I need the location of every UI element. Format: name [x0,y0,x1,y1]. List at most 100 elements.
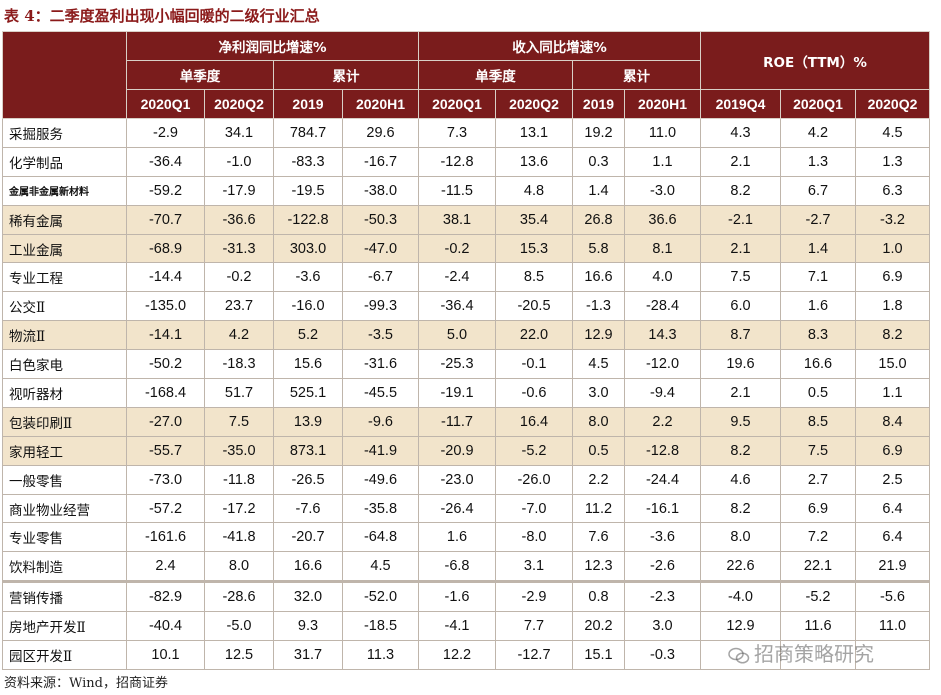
column-header: 2020Q2 [204,89,274,119]
industry-name: 白色家电 [2,349,127,380]
value-cell: -11.5 [418,175,496,206]
value-cell: -36.4 [418,291,496,322]
value-cell: 2.7 [780,464,856,495]
industry-name: 视听器材 [2,378,127,408]
value-cell: 7.5 [204,406,274,437]
value-cell: 525.1 [273,378,343,408]
table-row: 物流Ⅱ -14.1 4.2 5.2 -3.5 5.0 22.0 12.9 14.3 8.7 8.3 8… [2,320,930,351]
value-cell: 9.3 [273,611,343,642]
value-cell: -59.2 [126,175,205,206]
value-cell: -31.6 [342,349,419,380]
value-cell: 7.5 [700,262,781,293]
value-cell: 873.1 [273,435,343,466]
value-cell: 12.2 [418,640,496,670]
watermark-text: 招商策略研究 [754,642,874,666]
value-cell: 13.6 [495,146,573,177]
header-profit-single-quarter: 单季度 [126,60,274,90]
value-cell: -14.1 [126,320,205,351]
industry-name: 化学制品 [2,146,127,177]
industry-name: 商业物业经营 [2,493,127,524]
value-cell: 23.7 [204,291,274,322]
value-cell: -70.7 [126,204,205,235]
value-cell: -25.3 [418,349,496,380]
value-cell: -31.3 [204,233,274,264]
table-row: 视听器材 -168.4 51.7 525.1 -45.5 -19.1 -0.6 3.0 -9.4… [2,378,930,408]
value-cell: -2.1 [700,204,781,235]
value-cell: 4.6 [700,464,781,495]
value-cell: -20.5 [495,291,573,322]
value-cell: -50.3 [342,204,419,235]
value-cell: -17.2 [204,493,274,524]
header-roe: ROE（TTM）% [700,31,930,90]
value-cell: 4.2 [780,118,856,148]
industry-name: 包装印刷Ⅱ [2,406,127,437]
value-cell: -57.2 [126,493,205,524]
value-cell: 8.0 [572,406,625,437]
value-cell: 29.6 [342,118,419,148]
header-profit-growth: 净利润同比增速% [126,31,419,61]
value-cell: 5.2 [273,320,343,351]
value-cell: 8.7 [700,320,781,351]
value-cell: 2.1 [700,378,781,408]
table-row: 包装印刷Ⅱ -27.0 7.5 13.9 -9.6 -11.7 16.4 8.0 2.2 9.5 8… [2,406,930,437]
value-cell: 7.1 [780,262,856,293]
value-cell: 2.5 [855,464,930,495]
value-cell: -26.0 [495,464,573,495]
value-cell: -0.2 [418,233,496,264]
wechat-icon [728,647,750,664]
value-cell: -5.2 [495,435,573,466]
industry-name: 园区开发Ⅱ [2,640,127,670]
value-cell: 14.3 [624,320,701,351]
value-cell: -36.4 [126,146,205,177]
column-header: 2019Q4 [700,89,781,119]
value-cell: -3.0 [624,175,701,206]
table-row: 营销传播 -82.9 -28.6 32.0 -52.0 -1.6 -2.9 0.8 -2.3 -4… [2,580,930,613]
value-cell: -2.6 [624,551,701,583]
table-row: 白色家电 -50.2 -18.3 15.6 -31.6 -25.3 -0.1 4.5 -12.0… [2,349,930,380]
value-cell: -55.7 [126,435,205,466]
industry-name: 营销传播 [2,580,127,613]
value-cell: 4.0 [624,262,701,293]
value-cell: -0.1 [495,349,573,380]
value-cell: 5.8 [572,233,625,264]
value-cell: -0.6 [495,378,573,408]
value-cell: -45.5 [342,378,419,408]
value-cell: 34.1 [204,118,274,148]
value-cell: 1.4 [572,175,625,206]
value-cell: 6.9 [855,262,930,293]
header-revenue-cumulative: 累计 [572,60,701,90]
value-cell: 6.9 [855,435,930,466]
value-cell: 2.2 [572,464,625,495]
value-cell: 11.3 [342,640,419,670]
value-cell: -2.9 [126,118,205,148]
value-cell: 5.0 [418,320,496,351]
value-cell: -50.2 [126,349,205,380]
value-cell: 8.1 [624,233,701,264]
industry-name: 饮料制造 [2,551,127,583]
source-note: 资料来源：Wind，招商证券 [4,676,168,691]
column-header: 2020Q2 [855,89,930,119]
value-cell: -41.9 [342,435,419,466]
value-cell: -6.7 [342,262,419,293]
value-cell: 7.7 [495,611,573,642]
value-cell: -18.5 [342,611,419,642]
value-cell: -1.3 [572,291,625,322]
table-row: 园区开发Ⅱ 10.1 12.5 31.7 11.3 12.2 -12.7 15.1 -0.3 [2,640,930,670]
value-cell: 38.1 [418,204,496,235]
value-cell: 2.1 [700,233,781,264]
table-row: 房地产开发Ⅱ -40.4 -5.0 9.3 -18.5 -4.1 7.7 20.2 3.0 12.… [2,611,930,642]
value-cell: 1.3 [855,146,930,177]
value-cell: -2.9 [495,580,573,613]
value-cell: 0.5 [780,378,856,408]
value-cell: -3.6 [273,262,343,293]
value-cell: 12.9 [700,611,781,642]
value-cell: 8.5 [780,406,856,437]
value-cell: -122.8 [273,204,343,235]
value-cell: -64.8 [342,522,419,553]
value-cell: 3.1 [495,551,573,583]
column-header: 2020H1 [624,89,701,119]
value-cell: -168.4 [126,378,205,408]
value-cell: -26.5 [273,464,343,495]
value-cell: 11.2 [572,493,625,524]
value-cell: 4.5 [572,349,625,380]
